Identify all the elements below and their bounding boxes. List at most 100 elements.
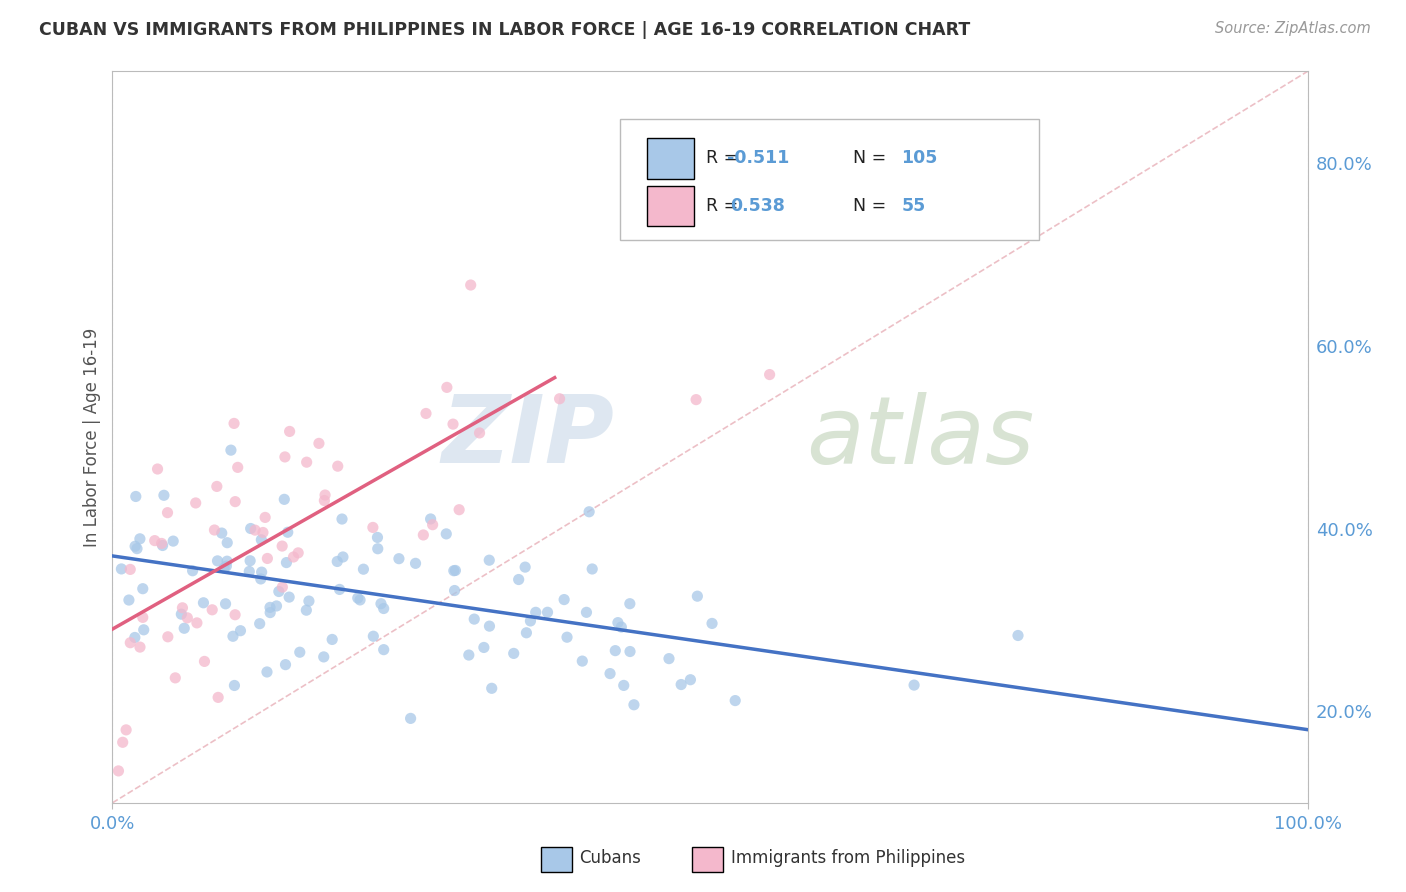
FancyBboxPatch shape [620, 119, 1039, 240]
Point [605, 643, 627, 657]
Point [250, 565, 273, 579]
Text: CUBAN VS IMMIGRANTS FROM PHILIPPINES IN LABOR FORCE | AGE 16-19 CORRELATION CHAR: CUBAN VS IMMIGRANTS FROM PHILIPPINES IN … [39, 21, 970, 39]
Point [212, 561, 235, 575]
Point [758, 368, 780, 382]
Point [308, 436, 330, 450]
Point [271, 580, 294, 594]
Point [132, 582, 155, 596]
Point [519, 614, 541, 628]
Point [276, 556, 298, 570]
Point [481, 681, 503, 696]
Text: Source: ZipAtlas.com: Source: ZipAtlas.com [1215, 21, 1371, 37]
Point [170, 607, 193, 622]
Point [388, 551, 411, 566]
Point [193, 654, 215, 668]
Point [267, 584, 290, 599]
Point [224, 678, 246, 692]
Point [553, 592, 575, 607]
Point [162, 534, 184, 549]
Point [239, 522, 262, 536]
Point [352, 562, 374, 576]
Point [129, 640, 152, 654]
Point [515, 560, 537, 574]
Point [370, 597, 392, 611]
Point [222, 629, 245, 643]
Point [146, 462, 169, 476]
Point [685, 392, 707, 407]
Text: -0.511: -0.511 [727, 149, 789, 167]
Point [463, 612, 485, 626]
Point [150, 536, 173, 550]
Point [419, 512, 441, 526]
Point [330, 512, 353, 526]
Point [449, 502, 471, 516]
Point [581, 562, 603, 576]
Point [274, 657, 297, 672]
Point [288, 645, 311, 659]
Point [129, 532, 152, 546]
Point [184, 496, 207, 510]
Point [259, 606, 281, 620]
Point [215, 559, 238, 574]
Point [205, 479, 228, 493]
Point [472, 640, 495, 655]
Point [571, 654, 593, 668]
Point [207, 690, 229, 705]
FancyBboxPatch shape [647, 186, 695, 227]
Point [524, 605, 547, 619]
Point [441, 417, 464, 431]
Point [444, 564, 467, 578]
Point [502, 647, 524, 661]
Point [283, 549, 305, 564]
Point [373, 601, 395, 615]
Point [669, 677, 692, 691]
Point [176, 611, 198, 625]
Point [412, 528, 434, 542]
Point [436, 380, 458, 394]
Point [623, 698, 645, 712]
Text: 55: 55 [901, 197, 925, 215]
Point [658, 651, 681, 665]
Point [443, 564, 465, 578]
Point [599, 666, 621, 681]
Point [219, 443, 242, 458]
Point [256, 551, 278, 566]
Point [120, 562, 142, 576]
Point [443, 583, 465, 598]
Point [193, 596, 215, 610]
Point [124, 631, 146, 645]
Text: N =: N = [853, 197, 887, 215]
Y-axis label: In Labor Force | Age 16-19: In Labor Force | Age 16-19 [83, 327, 101, 547]
Point [515, 625, 537, 640]
Point [548, 392, 571, 406]
Point [124, 539, 146, 553]
Point [457, 648, 479, 662]
Point [226, 460, 249, 475]
Point [204, 523, 226, 537]
Text: Immigrants from Philippines: Immigrants from Philippines [731, 849, 966, 867]
Point [156, 630, 179, 644]
Point [613, 678, 636, 692]
Point [434, 527, 457, 541]
Point [700, 616, 723, 631]
Point [1007, 628, 1029, 642]
Point [201, 603, 224, 617]
FancyBboxPatch shape [647, 138, 695, 178]
Point [217, 535, 239, 549]
Point [181, 564, 204, 578]
Point [173, 621, 195, 635]
Point [249, 572, 271, 586]
Point [468, 425, 491, 440]
Point [332, 549, 354, 564]
Point [153, 488, 176, 502]
Point [575, 605, 598, 619]
Point [679, 673, 702, 687]
Point [152, 539, 174, 553]
Point [326, 554, 349, 568]
Text: Cubans: Cubans [579, 849, 641, 867]
Point [460, 278, 482, 293]
Point [312, 649, 335, 664]
Point [143, 533, 166, 548]
Point [115, 723, 138, 737]
Point [172, 600, 194, 615]
